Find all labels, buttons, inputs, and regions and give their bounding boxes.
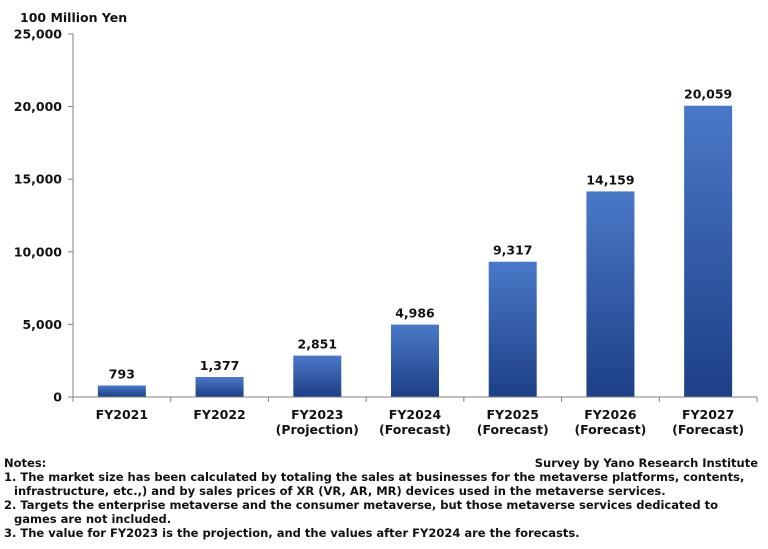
note-item: 1. The market size has been calculated b…	[4, 470, 745, 498]
bar	[293, 355, 342, 397]
y-tick-label: 15,000	[14, 172, 63, 187]
bar	[97, 385, 146, 397]
bar	[195, 377, 244, 397]
notes-section: Notes: Survey by Yano Research Institute…	[4, 456, 764, 540]
x-tick-label: FY2024	[389, 407, 442, 422]
x-tick-label: FY2025	[487, 407, 539, 422]
bar-value-label: 14,159	[586, 172, 634, 187]
x-tick-label: FY2027	[682, 407, 734, 422]
bar-value-label: 1,377	[200, 358, 240, 373]
x-tick-label: (Forecast)	[477, 422, 549, 437]
y-tick-label: 25,000	[14, 27, 63, 42]
bar-value-label: 793	[109, 366, 135, 381]
note-item: 3. The value for FY2023 is the projectio…	[4, 526, 580, 540]
y-tick-label: 0	[53, 390, 62, 405]
bar	[488, 261, 537, 397]
bar	[586, 191, 635, 397]
y-tick-label: 5,000	[22, 317, 62, 332]
x-tick-label: (Forecast)	[379, 422, 451, 437]
bar	[391, 324, 439, 397]
y-tick-label: 20,000	[14, 99, 63, 114]
bars: 793 1,377 2,851 4,986 9,317 14,159 20,059	[97, 87, 733, 397]
x-tick-label: (Forecast)	[574, 422, 646, 437]
x-tick-label: FY2026	[584, 407, 637, 422]
bar-value-label: 9,317	[493, 243, 533, 258]
bar	[684, 105, 733, 397]
y-tick-label: 10,000	[14, 244, 63, 259]
x-axis: FY2021 FY2022 FY2023(Projection)FY2024(For…	[72, 396, 758, 437]
x-tick-label: FY2023	[291, 407, 343, 422]
bar-value-label: 20,059	[684, 87, 732, 102]
x-tick-label: (Forecast)	[672, 422, 744, 437]
bar-value-label: 4,986	[395, 306, 435, 321]
bar-value-label: 2,851	[298, 337, 338, 352]
y-unit-label: 100 Million Yen	[20, 10, 127, 25]
y-axis: 0 5,000 10,000 15,000 20,000 25,000	[14, 27, 74, 405]
source-credit: Survey by Yano Research Institute	[534, 456, 758, 470]
bar-chart: 100 Million Yen 0 5,000 10,000 15,000 20,000…	[14, 10, 758, 437]
notes-heading: Notes:	[4, 456, 47, 470]
note-item: 2. Targets the enterprise metaverse and …	[4, 498, 718, 526]
x-tick-label: FY2022	[193, 407, 245, 422]
x-tick-label: (Projection)	[276, 422, 359, 437]
x-tick-label: FY2021	[96, 407, 148, 422]
